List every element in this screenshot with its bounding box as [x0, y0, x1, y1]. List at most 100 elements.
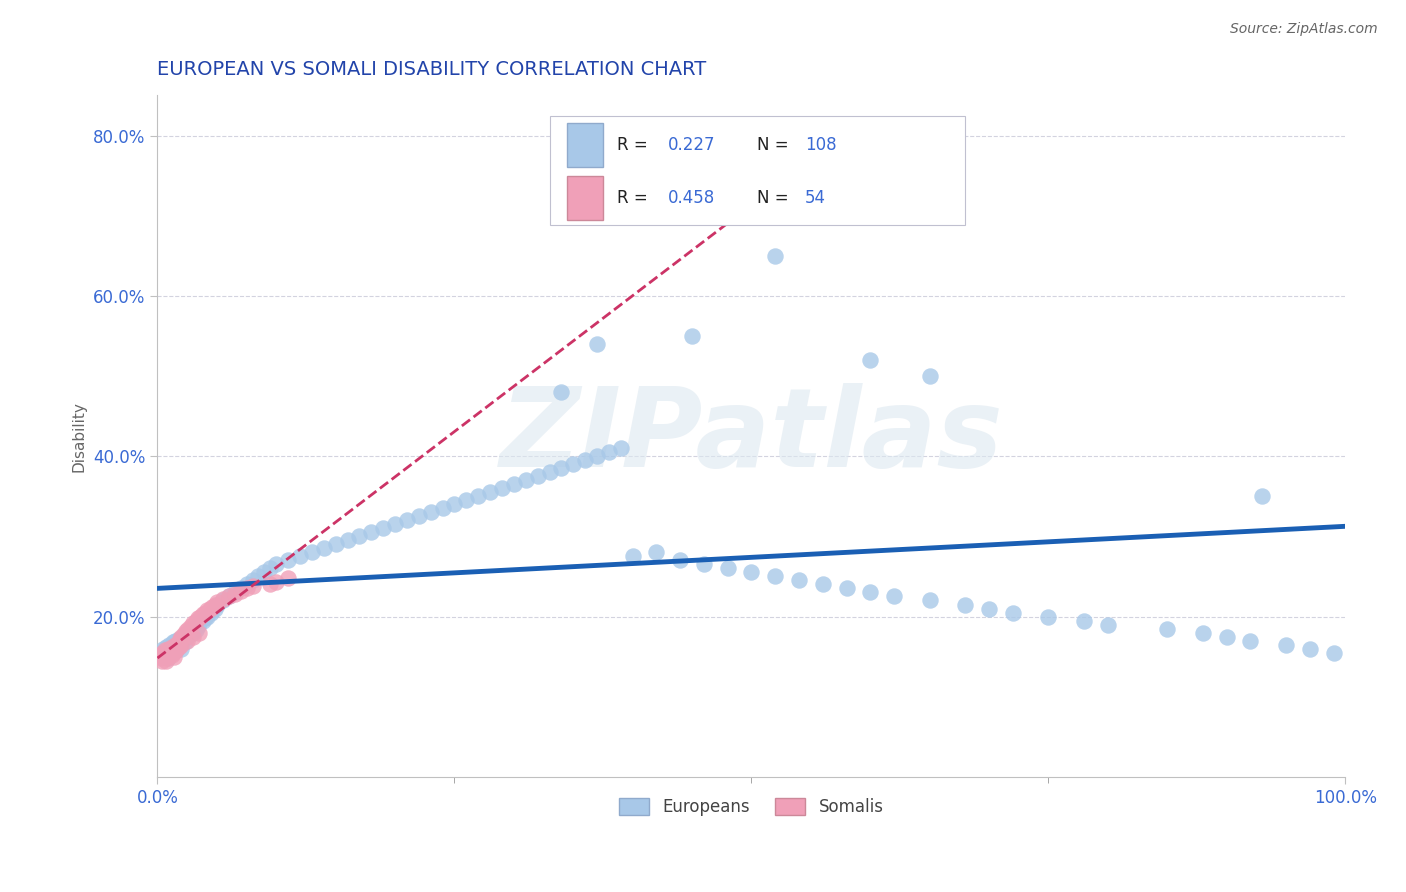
Point	[150, 646, 173, 660]
Point	[181, 625, 204, 640]
Point	[515, 473, 537, 487]
Point	[194, 606, 217, 620]
Point	[1299, 641, 1322, 656]
Point	[242, 574, 264, 588]
Point	[176, 630, 198, 644]
Point	[188, 615, 211, 630]
Point	[179, 624, 201, 638]
Point	[349, 529, 371, 543]
Point	[165, 643, 187, 657]
Point	[184, 614, 207, 628]
Point	[177, 622, 200, 636]
Point	[170, 638, 193, 652]
Point	[681, 329, 703, 343]
Point	[266, 575, 288, 590]
Point	[586, 337, 609, 351]
Point	[181, 622, 204, 636]
Point	[1073, 614, 1095, 628]
Point	[1215, 630, 1237, 644]
Point	[491, 481, 513, 495]
Text: N =: N =	[758, 136, 794, 154]
Point	[153, 643, 176, 657]
Point	[288, 549, 311, 564]
Point	[562, 457, 585, 471]
Point	[598, 445, 620, 459]
Point	[162, 635, 184, 649]
Point	[160, 646, 183, 660]
Point	[157, 651, 180, 665]
Point	[165, 638, 187, 652]
Point	[167, 632, 190, 646]
Text: Source: ZipAtlas.com: Source: ZipAtlas.com	[1230, 22, 1378, 37]
Point	[152, 649, 174, 664]
Point	[259, 577, 281, 591]
Point	[224, 585, 246, 599]
Point	[187, 619, 209, 633]
Point	[181, 630, 204, 644]
Text: R =: R =	[617, 188, 654, 207]
Point	[163, 640, 186, 654]
Point	[224, 587, 246, 601]
Point	[763, 249, 786, 263]
Point	[419, 505, 441, 519]
Point	[253, 566, 276, 580]
Point	[229, 583, 252, 598]
Point	[235, 582, 257, 596]
Point	[693, 558, 716, 572]
Point	[918, 369, 941, 384]
Point	[205, 598, 228, 612]
Point	[194, 611, 217, 625]
Point	[325, 537, 347, 551]
Point	[621, 549, 644, 564]
Point	[1156, 622, 1178, 636]
Point	[191, 607, 214, 621]
Point	[149, 648, 172, 662]
Point	[157, 648, 180, 662]
Point	[1097, 617, 1119, 632]
Point	[538, 465, 561, 479]
Text: 54: 54	[804, 188, 825, 207]
Point	[247, 569, 270, 583]
Point	[336, 533, 359, 548]
Point	[163, 649, 186, 664]
Point	[277, 553, 299, 567]
Point	[157, 641, 180, 656]
Point	[166, 643, 188, 657]
Text: 108: 108	[804, 136, 837, 154]
Point	[160, 640, 183, 654]
Text: ZIPatlas: ZIPatlas	[499, 383, 1004, 490]
Point	[384, 517, 406, 532]
Point	[787, 574, 810, 588]
Point	[977, 601, 1000, 615]
Point	[1251, 489, 1274, 503]
Point	[167, 640, 190, 654]
Point	[177, 625, 200, 640]
Point	[669, 553, 692, 567]
Point	[1038, 609, 1060, 624]
Point	[550, 461, 572, 475]
Text: 0.227: 0.227	[668, 136, 716, 154]
Point	[170, 630, 193, 644]
Point	[1001, 606, 1024, 620]
Point	[456, 493, 478, 508]
Point	[174, 624, 197, 638]
Point	[184, 623, 207, 637]
Point	[155, 640, 177, 654]
Point	[166, 638, 188, 652]
Text: N =: N =	[758, 188, 794, 207]
Point	[172, 630, 194, 644]
Text: 0.458: 0.458	[668, 188, 716, 207]
Point	[467, 489, 489, 503]
Point	[502, 477, 524, 491]
Point	[153, 643, 176, 657]
Text: R =: R =	[617, 136, 654, 154]
Y-axis label: Disability: Disability	[72, 401, 86, 472]
Point	[763, 569, 786, 583]
Point	[150, 646, 173, 660]
Point	[200, 606, 222, 620]
Point	[1322, 646, 1344, 660]
Point	[188, 625, 211, 640]
Point	[155, 654, 177, 668]
Point	[883, 590, 905, 604]
FancyBboxPatch shape	[568, 123, 603, 168]
